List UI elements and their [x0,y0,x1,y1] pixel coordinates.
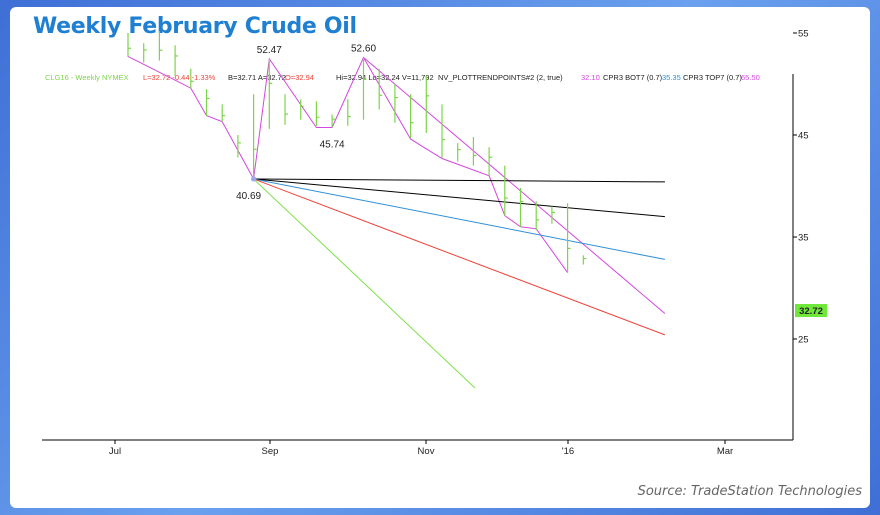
price-bar [315,101,320,126]
price-bar [566,203,571,273]
last-price-badge [795,304,827,317]
channel-top-line [363,57,666,314]
price-bar [519,188,524,227]
header-bid-ask: B=32.71 A=32.72 [228,73,286,82]
price-bar [535,201,540,230]
price-bar [488,147,493,176]
y-tick-label: 35 [798,233,809,244]
price-bar [284,94,288,125]
y-tick-label: 25 [798,335,809,346]
chart-title: Weekly February Crude Oil [33,14,357,39]
header-top-label: CPR3 TOP7 (0.7) [683,73,742,82]
price-bar [268,58,273,129]
price-bar [457,143,461,162]
pivot-label: 45.74 [320,139,345,150]
price-bar [127,33,131,57]
price-bar [221,104,226,122]
trend-zigzag-top [127,33,569,273]
x-axis-ticks: Jul Sep Nov '16 Mar [109,440,733,457]
price-bar [300,99,304,120]
trend-lines [127,33,666,389]
price-bar [378,68,383,110]
last-price-label: 32.72 [799,306,823,317]
price-bar [253,94,257,179]
header-bot-label: CPR3 BOT7 (0.7) [603,73,663,82]
price-bar [425,75,430,133]
price-bar [551,206,555,224]
header-indicator: NV_PLOTTRENDPOINTS#2 (2, true) [438,73,563,82]
price-bar [331,114,336,128]
pivot-label: 52.47 [257,45,282,56]
x-tick-label: Mar [717,446,733,457]
chart-card [10,7,870,508]
y-tick-label: 55 [798,29,809,40]
pivot-labels: 40.69 52.47 45.74 52.60 [236,43,376,201]
header-last: L=32.72 -0.44 -1.33% [143,73,216,82]
price-bar [472,137,477,166]
y-axis-ticks: 25 35 45 55 [793,29,809,346]
x-tick-label: Jul [109,446,121,457]
price-bars [127,30,587,273]
pivot-dot [251,176,257,182]
indicator-header: CLG16 - Weekly NYMEX L=32.72 -0.44 -1.33… [45,73,760,82]
x-tick-label: Sep [262,446,279,457]
green-line [253,178,476,389]
price-bar [504,165,508,216]
red-line [253,178,666,336]
source-credit: Source: TradeStation Technologies [637,484,862,499]
price-bar [190,68,194,89]
header-top-prefix: 35.35 [662,73,681,82]
price-bar [582,255,587,265]
price-bar [174,45,179,76]
price-bar [158,30,163,61]
black-sloped-line [253,178,665,218]
header-hi-lo-vol: Hi=32.94 Lo=32.24 V=11,792 [336,73,434,82]
pivot-label: 40.69 [236,191,261,202]
header-bot-prefix: 32.10 [581,73,600,82]
x-tick-label: '16 [562,446,574,457]
price-bar [394,84,398,123]
blue-line [253,178,665,260]
price-bar [362,57,367,120]
price-bar [143,43,147,63]
price-bar [205,89,210,116]
black-horizontal-line [253,178,665,183]
header-symbol: CLG16 - Weekly NYMEX [45,73,129,82]
pivot-label: 52.60 [351,43,376,54]
price-bar [441,104,445,159]
header-top-value: 65.50 [741,73,760,82]
price-bar [410,94,414,139]
y-tick-label: 45 [798,131,809,142]
header-open: O=32.94 [285,73,314,82]
x-tick-label: Nov [418,446,435,457]
price-bar [237,135,241,158]
price-bar [347,99,351,126]
